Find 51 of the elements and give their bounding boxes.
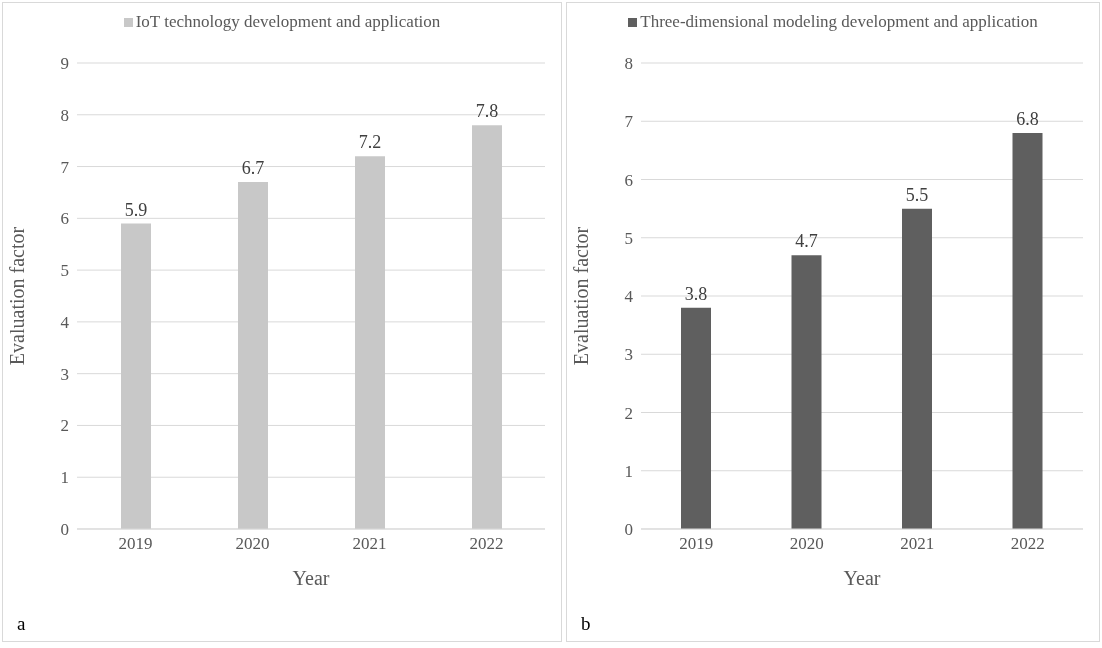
y-tick-label: 8 — [624, 54, 633, 74]
y-tick-label: 7 — [60, 157, 70, 177]
data-label: 4.7 — [795, 231, 818, 252]
data-label: 5.5 — [905, 184, 929, 205]
bar — [238, 182, 268, 529]
data-label: 7.8 — [475, 101, 499, 122]
x-axis-title: Year — [843, 567, 881, 589]
bar — [355, 156, 385, 529]
y-tick-label: 0 — [624, 520, 633, 540]
y-tick-label: 5 — [60, 261, 69, 281]
data-label: 6.8 — [1016, 108, 1039, 129]
y-tick-label: 2 — [624, 403, 633, 423]
x-tick-label: 2020 — [789, 534, 824, 554]
y-tick-label: 1 — [624, 461, 633, 481]
y-tick-label: 3 — [624, 345, 633, 365]
x-tick-label: 2022 — [1010, 534, 1045, 554]
text: b — [581, 613, 591, 635]
x-tick-label: 2020 — [235, 534, 270, 554]
bar — [791, 255, 822, 529]
x-tick-label: 2019 — [679, 534, 714, 554]
y-axis-title: Evaluation factor — [570, 226, 593, 366]
y-tick-label: 0 — [60, 520, 69, 540]
y-tick-label: 2 — [60, 416, 69, 436]
bar — [1012, 132, 1043, 529]
x-axis-title: Year — [292, 567, 330, 589]
x-tick-label: 2021 — [900, 534, 935, 554]
x-tick-label: 2021 — [352, 534, 387, 554]
y-axis-title: Evaluation factor — [6, 226, 29, 366]
y-tick-label: 1 — [60, 468, 69, 488]
legend-label: Three-dimensional modeling development and application — [640, 11, 1038, 33]
y-tick-label: 6 — [624, 170, 633, 190]
y-tick-label: 5 — [624, 228, 633, 248]
data-label: 6.7 — [241, 158, 265, 179]
y-tick-label: 9 — [60, 54, 69, 74]
data-label: 5.9 — [124, 199, 148, 220]
y-tick-label: 6 — [60, 209, 69, 229]
data-label: 3.8 — [684, 283, 708, 304]
y-tick-label: 8 — [60, 105, 69, 125]
y-tick-label: 3 — [60, 364, 69, 384]
bar — [121, 223, 151, 529]
bar — [681, 307, 711, 529]
bar — [902, 208, 932, 529]
data-label: 7.2 — [358, 132, 382, 153]
x-tick-label: 2022 — [469, 534, 504, 554]
bar — [472, 125, 502, 529]
y-tick-label: 7 — [624, 112, 634, 132]
y-tick-label: 4 — [60, 312, 70, 332]
x-tick-label: 2019 — [118, 534, 153, 554]
y-tick-label: 4 — [624, 287, 634, 307]
text: a — [17, 613, 26, 635]
legend-label: IoT technology development and application — [135, 11, 441, 33]
